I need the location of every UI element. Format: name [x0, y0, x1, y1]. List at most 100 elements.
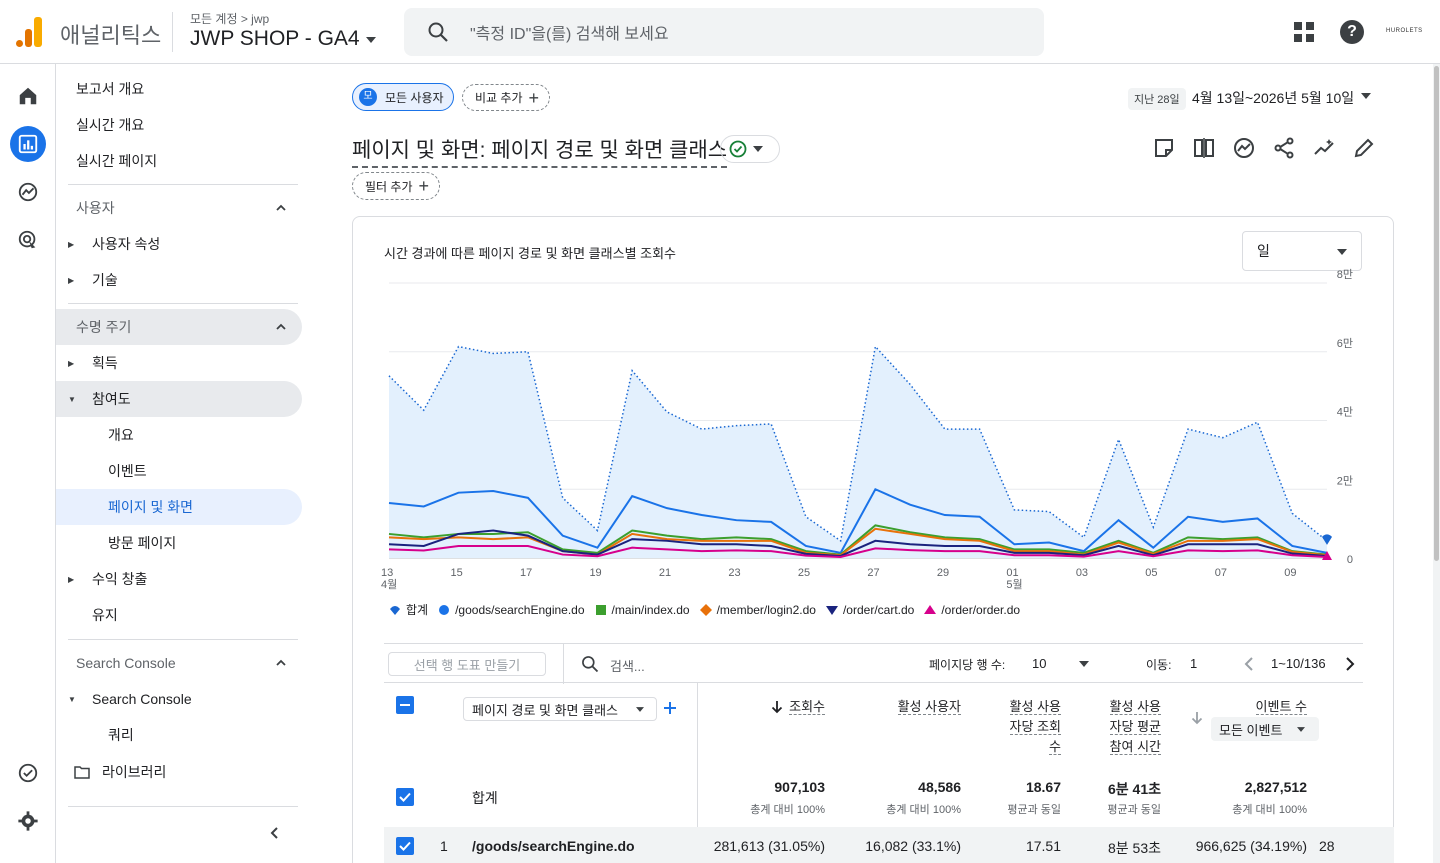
- y-tick-label: 4만: [1337, 406, 1353, 419]
- trend-sparkle-icon[interactable]: [1312, 136, 1336, 160]
- app-name[interactable]: 애널리틱스: [60, 23, 162, 48]
- chevron-left-icon[interactable]: [1243, 656, 1255, 672]
- nav-monetization[interactable]: ▶ 수익 창출: [56, 561, 302, 597]
- dimension-select[interactable]: 페이지 경로 및 화면 클래스: [463, 697, 657, 721]
- col-events[interactable]: 이벤트 수: [1255, 699, 1307, 715]
- granularity-select[interactable]: 일: [1242, 231, 1362, 271]
- legend-item[interactable]: /order/order.do: [924, 601, 1020, 618]
- caret-down-icon: [636, 707, 644, 712]
- nav-label: 라이브러리: [102, 764, 167, 780]
- report-status-chip[interactable]: [720, 135, 780, 163]
- nav-library[interactable]: 라이브러리: [56, 754, 302, 790]
- chevron-right-icon[interactable]: [1344, 656, 1356, 672]
- nav-events[interactable]: 이벤트: [56, 453, 302, 489]
- nav-pages-screens[interactable]: 페이지 및 화면: [56, 489, 302, 525]
- nav-label: Search Console: [92, 691, 192, 707]
- segment-avatar: 모: [359, 88, 377, 106]
- nav-realtime-pages[interactable]: 실시간 페이지: [56, 143, 302, 179]
- nav-landing-page[interactable]: 방문 페이지: [56, 525, 302, 561]
- segment-chip[interactable]: 모 모든 사용자: [352, 83, 454, 111]
- nav-acquisition[interactable]: ▶ 획득: [56, 345, 302, 381]
- insights-icon[interactable]: [1232, 136, 1256, 160]
- main-content: 모 모든 사용자 비교 추가 + 지난 28일 4월 13일~2026년 5월 1…: [306, 64, 1434, 863]
- nav-label: 참여도: [92, 391, 131, 407]
- nav-tech[interactable]: ▶ 기술: [56, 262, 302, 298]
- col-active-users[interactable]: 활성 사용자: [897, 699, 961, 715]
- admin-check-icon[interactable]: [10, 755, 46, 791]
- col-views[interactable]: 조회수: [789, 699, 825, 715]
- add-dimension-icon[interactable]: [663, 701, 677, 715]
- total-row-label: 합계: [472, 790, 498, 806]
- table-row[interactable]: [384, 827, 1394, 863]
- legend-marker-icon: [825, 605, 838, 615]
- events-filter-select[interactable]: 모든 이벤트: [1211, 717, 1319, 741]
- advertising-icon[interactable]: [10, 222, 46, 258]
- row-checkbox[interactable]: [396, 837, 414, 855]
- page-range: 1~10/136: [1271, 656, 1326, 671]
- col-views-per-user[interactable]: 활성 사용 자당 조회 수: [1009, 699, 1061, 755]
- nav-section-lifecycle[interactable]: 수명 주기: [56, 309, 302, 345]
- share-icon[interactable]: [1272, 136, 1296, 160]
- apps-grid-icon[interactable]: [1292, 20, 1316, 44]
- legend-item[interactable]: /goods/searchEngine.do: [438, 601, 585, 618]
- reports-icon[interactable]: [10, 126, 46, 162]
- select-all-checkbox[interactable]: [396, 696, 414, 714]
- account-breadcrumb[interactable]: 모든 계정 > jwp: [190, 12, 270, 26]
- total-row-checkbox[interactable]: [396, 788, 414, 806]
- page-scrollbar[interactable]: [1433, 64, 1440, 863]
- compare-columns-icon[interactable]: [1192, 136, 1216, 160]
- nav-engagement-overview[interactable]: 개요: [56, 417, 302, 453]
- home-icon[interactable]: [10, 78, 46, 114]
- nav-section-search-console[interactable]: Search Console: [56, 645, 302, 681]
- sort-arrow-down-icon[interactable]: [1191, 711, 1203, 725]
- nav-label: 방문 페이지: [108, 535, 177, 551]
- total-views: 907,103: [774, 779, 825, 795]
- analytics-logo-icon[interactable]: [16, 17, 42, 47]
- date-preset-label[interactable]: 지난 28일: [1128, 88, 1186, 110]
- collapse-nav-icon[interactable]: [268, 826, 282, 840]
- nav-label: 기술: [92, 272, 118, 288]
- property-selector[interactable]: JWP SHOP - GA4: [190, 27, 376, 51]
- legend-item[interactable]: /order/cart.do: [825, 601, 914, 618]
- make-chart-button[interactable]: 선택 행 도표 만들기: [388, 652, 546, 676]
- nav-engagement[interactable]: ▼ 참여도: [56, 381, 302, 417]
- total-views-per-user-sub: 평균과 동일: [1007, 804, 1061, 816]
- table-search-input[interactable]: 검색...: [610, 659, 645, 674]
- nav-section-user[interactable]: 사용자: [56, 190, 302, 226]
- date-range[interactable]: 4월 13일~2026년 5월 10일: [1192, 90, 1355, 106]
- nav-search-console[interactable]: ▼ Search Console: [56, 681, 302, 717]
- legend-item[interactable]: /main/index.do: [595, 601, 690, 618]
- nav-realtime-overview[interactable]: 실시간 개요: [56, 107, 302, 143]
- chevron-up-icon: [276, 204, 286, 211]
- add-filter-button[interactable]: 필터 추가 +: [352, 172, 441, 200]
- settings-icon[interactable]: [10, 803, 46, 839]
- sort-arrow-down-icon[interactable]: [771, 700, 783, 714]
- goto-input[interactable]: 1: [1190, 656, 1198, 671]
- nav-label: 실시간 페이지: [76, 153, 158, 169]
- legend-marker-icon: [924, 604, 937, 614]
- folder-icon: [74, 766, 90, 779]
- caret-down-icon[interactable]: [1079, 661, 1089, 667]
- col-avg-engagement-time[interactable]: 활성 사용 자당 평균 참여 시간: [1109, 699, 1161, 755]
- nav-queries[interactable]: 쿼리: [56, 717, 302, 753]
- y-tick-label: 0: [1347, 554, 1353, 566]
- legend-item[interactable]: 합계: [389, 601, 428, 618]
- share-note-icon[interactable]: [1152, 136, 1176, 160]
- caret-down-icon[interactable]: [1361, 93, 1371, 99]
- account-avatar[interactable]: HUROLETS: [1386, 28, 1423, 34]
- add-comparison-button[interactable]: 비교 추가 +: [462, 84, 551, 111]
- nav-retention[interactable]: 유지: [56, 597, 302, 633]
- help-icon[interactable]: ?: [1340, 20, 1364, 44]
- nav-user-attributes[interactable]: ▶ 사용자 속성: [56, 226, 302, 262]
- nav-report-overview[interactable]: 보고서 개요: [56, 71, 302, 107]
- row-page-path[interactable]: /goods/searchEngine.do: [472, 838, 635, 854]
- search-bar[interactable]: "측정 ID"을(를) 검색해 보세요: [404, 8, 1044, 56]
- legend-item[interactable]: /member/login2.do: [699, 601, 816, 618]
- edit-pencil-icon[interactable]: [1352, 136, 1376, 160]
- caret-down-icon: [1297, 727, 1305, 732]
- report-card: 시간 경과에 따른 페이지 경로 및 화면 클래스별 조회수 일 0 2만 4만 6만…: [352, 216, 1394, 863]
- divider: [172, 12, 173, 52]
- rows-per-page-select[interactable]: 10: [1032, 656, 1047, 671]
- divider: [697, 683, 698, 863]
- explore-icon[interactable]: [10, 174, 46, 210]
